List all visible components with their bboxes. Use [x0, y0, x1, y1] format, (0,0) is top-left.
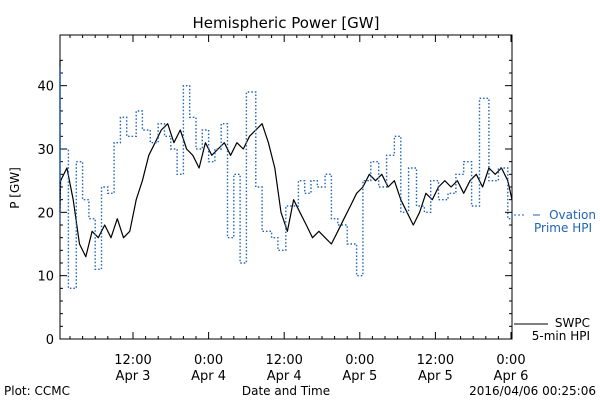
y-axis: 0 10 20 30 40: [37, 59, 512, 348]
x-tick-label-time: 12:00: [265, 353, 302, 368]
x-tick-label-time: 0:00: [496, 353, 525, 368]
y-tick-label: 20: [37, 206, 54, 221]
x-tick-label-date: Apr 4: [267, 369, 302, 384]
series-layer: [59, 60, 513, 289]
y-tick-label: 30: [37, 143, 54, 158]
series-swpc-5min-hpi: [59, 60, 513, 258]
legend-swpc-label-2: 5-min HPI: [532, 329, 590, 343]
x-tick-label-date: Apr 3: [116, 369, 151, 384]
legend-ovation-label-1: Ovation: [549, 208, 596, 222]
x-tick-label-date: Apr 4: [191, 369, 226, 384]
x-tick-label-time: 0:00: [345, 353, 374, 368]
x-tick-label-date: Apr 5: [418, 369, 453, 384]
x-tick-label-date: Apr 5: [342, 369, 377, 384]
x-tick-label-time: 12:00: [417, 353, 454, 368]
x-axis-label: Date and Time: [242, 384, 330, 398]
legend-ovation-label-2: Prime HPI: [534, 221, 592, 235]
footer-timestamp: 2016/04/06 00:25:06: [469, 384, 596, 398]
y-tick-label: 40: [37, 80, 54, 95]
series-ovation-prime-hpi: [59, 66, 513, 289]
x-tick-label-time: 0:00: [194, 353, 223, 368]
chart-title: Hemispheric Power [GW]: [193, 14, 380, 32]
x-tick-label-date: Apr 6: [494, 369, 529, 384]
x-tick-label-time: 12:00: [114, 353, 151, 368]
footer-plot-credit: Plot: CCMC: [4, 384, 70, 398]
y-tick-label: 0: [46, 333, 54, 348]
plot-area: [59, 34, 513, 340]
y-axis-label: P [GW]: [8, 167, 22, 209]
legend-swpc-label-1: SWPC: [555, 316, 590, 330]
y-tick-label: 10: [37, 270, 54, 285]
